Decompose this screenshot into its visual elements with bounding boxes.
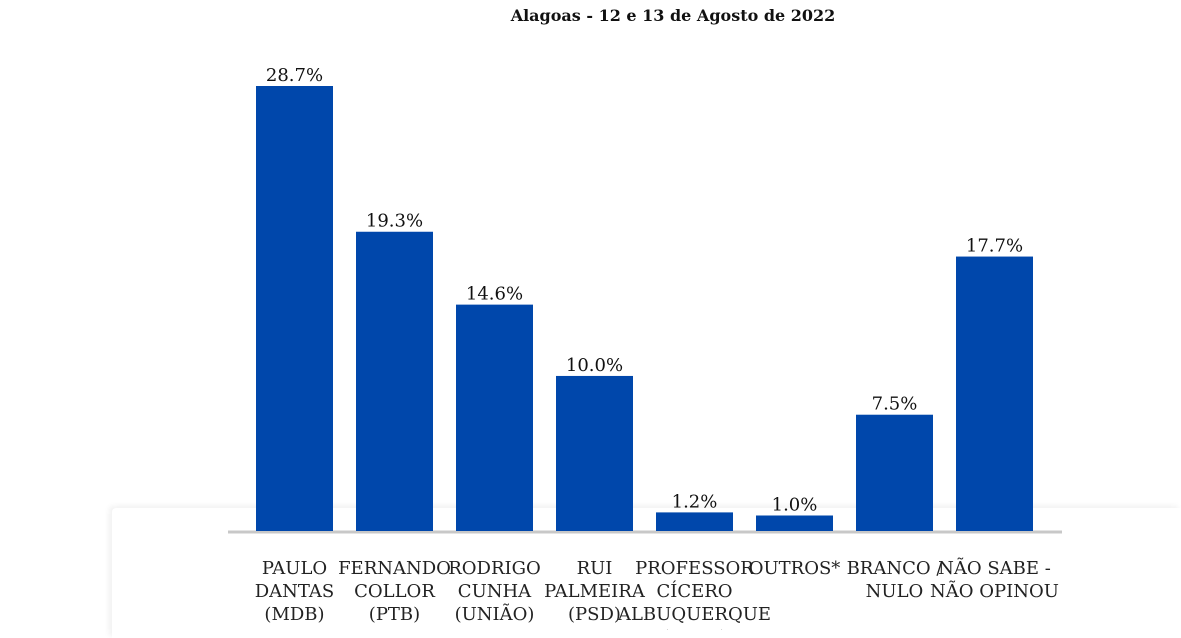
value-label-5: 1.0% — [772, 494, 818, 515]
category-label-0-line-1: DANTAS — [255, 581, 335, 602]
value-label-2: 14.6% — [466, 284, 523, 305]
category-label-4-line-3: (PSOL) — [662, 627, 727, 630]
chart-title: Alagoas - 12 e 13 de Agosto de 2022 — [510, 6, 836, 25]
bar-5 — [756, 515, 833, 531]
category-label-6-line-1: NULO — [866, 581, 924, 602]
bar-6 — [856, 414, 933, 531]
bar-1 — [356, 231, 433, 531]
value-label-6: 7.5% — [872, 394, 918, 415]
category-label-7-line-0: NÃO SABE - — [938, 557, 1051, 579]
bar-4 — [656, 512, 733, 531]
category-label-3-line-1: PALMEIRA — [544, 581, 646, 602]
value-label-0: 28.7% — [266, 65, 323, 86]
category-label-7-line-1: NÃO OPINOU — [930, 580, 1059, 602]
category-label-5-line-0: OUTROS* — [749, 558, 841, 579]
category-label-3-line-0: RUI — [577, 558, 613, 579]
bar-0 — [256, 86, 333, 531]
category-label-2-line-1: CUNHA — [458, 581, 532, 602]
value-label-4: 1.2% — [672, 491, 718, 512]
value-label-1: 19.3% — [366, 211, 423, 232]
category-label-1-line-0: FERNANDO — [338, 558, 451, 579]
category-label-2-line-2: (UNIÃO) — [455, 603, 535, 625]
category-label-0-line-0: PAULO — [262, 558, 327, 579]
value-label-7: 17.7% — [966, 236, 1023, 257]
bar-7 — [956, 256, 1033, 531]
category-label-4-line-0: PROFESSOR — [635, 558, 754, 579]
category-label-0-line-2: (MDB) — [264, 604, 324, 625]
bar-3 — [556, 375, 633, 531]
category-label-1-line-2: (PTB) — [369, 604, 420, 625]
category-label-3-line-2: (PSD) — [568, 604, 621, 625]
category-label-2-line-0: RODRIGO — [448, 558, 541, 579]
value-label-3: 10.0% — [566, 355, 623, 376]
category-label-6-line-0: BRANCO / — [847, 558, 944, 579]
bar-2 — [456, 304, 533, 531]
category-label-4-line-1: CÍCERO — [656, 579, 732, 602]
category-label-1-line-1: COLLOR — [354, 581, 435, 602]
category-label-4-line-2: ALBUQUERQUE — [617, 604, 771, 625]
